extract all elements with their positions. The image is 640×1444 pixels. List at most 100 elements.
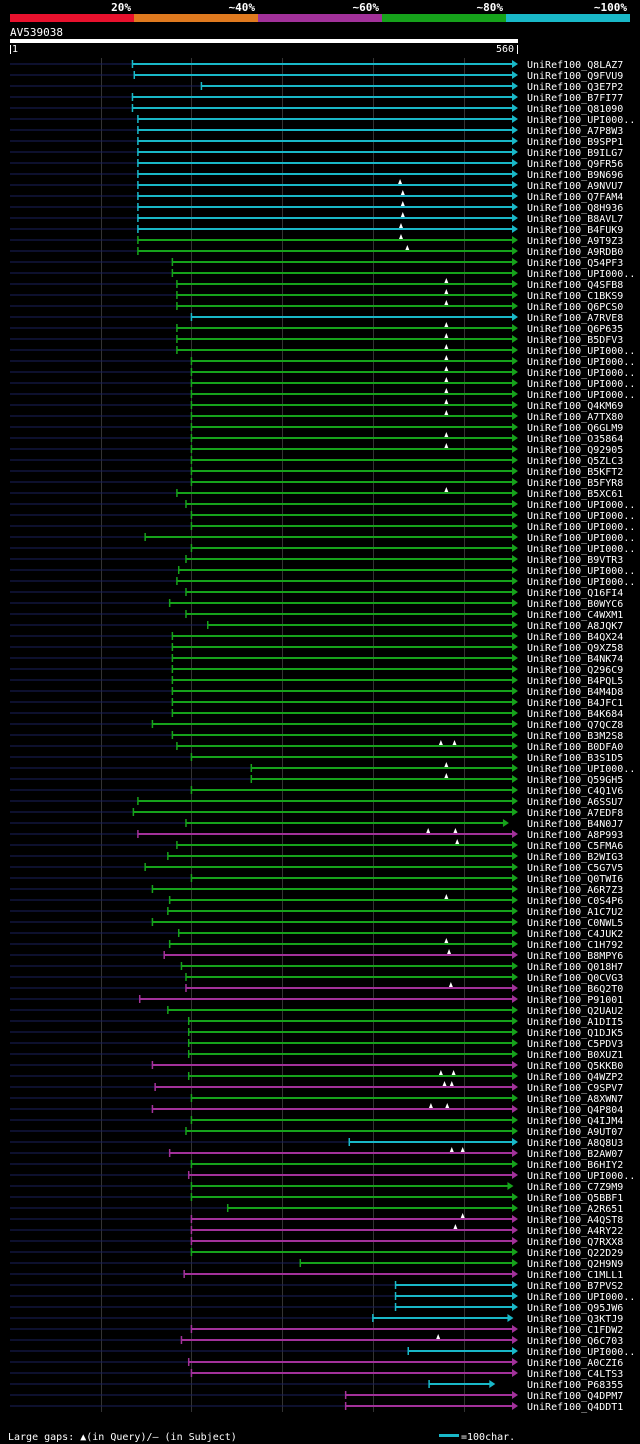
hit-row[interactable]: UniRef100_C7Z9M9: [10, 1182, 623, 1193]
hit-row[interactable]: UniRef100_Q1DJK5: [10, 1028, 623, 1039]
hit-label[interactable]: UniRef100_C4JUK2: [527, 929, 623, 940]
hit-row[interactable]: UniRef100_B5KFT2: [10, 467, 623, 478]
hit-row[interactable]: UniRef100_A1DII5: [10, 1017, 623, 1028]
hit-label[interactable]: UniRef100_UPI000..: [527, 1347, 635, 1358]
hit-row[interactable]: UniRef100_Q296C9: [10, 665, 623, 676]
hit-label[interactable]: UniRef100_C5FMA6: [527, 841, 623, 852]
hit-label[interactable]: UniRef100_B4JFC1: [527, 698, 623, 709]
hit-label[interactable]: UniRef100_Q4DDT1: [527, 1402, 623, 1413]
hit-label[interactable]: UniRef100_P68355: [527, 1380, 623, 1391]
hit-row[interactable]: UniRef100_UPI000..: [10, 544, 635, 555]
hit-label[interactable]: UniRef100_Q5KKB0: [527, 1061, 623, 1072]
hit-label[interactable]: UniRef100_UPI000..: [527, 500, 635, 511]
hit-row[interactable]: UniRef100_C1FDW2: [10, 1325, 623, 1336]
hit-row[interactable]: UniRef100_B9N696: [10, 170, 623, 181]
hit-label[interactable]: UniRef100_Q7RXX8: [527, 1237, 623, 1248]
hit-row[interactable]: UniRef100_A8P993: [10, 828, 623, 841]
hit-row[interactable]: UniRef100_Q6C703: [10, 1334, 623, 1347]
hit-label[interactable]: UniRef100_B4FUK9: [527, 225, 623, 236]
hit-row[interactable]: UniRef100_A4RY22: [10, 1224, 623, 1237]
hit-row[interactable]: UniRef100_B5FYR8: [10, 478, 623, 489]
hit-row[interactable]: UniRef100_C4JUK2: [10, 929, 623, 940]
hit-row[interactable]: UniRef100_A9NVU7: [10, 179, 623, 192]
hit-label[interactable]: UniRef100_Q9XZ58: [527, 643, 623, 654]
hit-row[interactable]: UniRef100_Q5KKB0: [10, 1061, 623, 1072]
hit-label[interactable]: UniRef100_C9SPV7: [527, 1083, 623, 1094]
hit-label[interactable]: UniRef100_UPI000..: [527, 544, 635, 555]
hit-label[interactable]: UniRef100_Q3KTJ9: [527, 1314, 623, 1325]
hit-row[interactable]: UniRef100_Q92905: [10, 443, 623, 456]
hit-row[interactable]: UniRef100_B9ILG7: [10, 148, 623, 159]
hit-row[interactable]: UniRef100_UPI000..: [10, 377, 635, 390]
hit-row[interactable]: UniRef100_B4K684: [10, 709, 623, 720]
hit-row[interactable]: UniRef100_A9T9Z3: [10, 234, 623, 247]
hit-row[interactable]: UniRef100_B7PVS2: [10, 1281, 623, 1292]
hit-row[interactable]: UniRef100_Q95JW6: [10, 1303, 623, 1314]
hit-label[interactable]: UniRef100_B2AW07: [527, 1149, 623, 1160]
hit-row[interactable]: UniRef100_UPI000..: [10, 115, 635, 126]
hit-row[interactable]: UniRef100_B9VTR3: [10, 555, 623, 566]
hit-row[interactable]: UniRef100_A0CZI6: [10, 1358, 623, 1369]
hit-row[interactable]: UniRef100_A9UT07: [10, 1127, 623, 1138]
hit-label[interactable]: UniRef100_B4N0J7: [527, 819, 623, 830]
hit-row[interactable]: UniRef100_B4QX24: [10, 632, 623, 643]
hit-row[interactable]: UniRef100_Q4SFB8: [10, 278, 623, 291]
hit-label[interactable]: UniRef100_B5XC61: [527, 489, 623, 500]
hit-row[interactable]: UniRef100_UPI000..: [10, 566, 635, 577]
hit-label[interactable]: UniRef100_Q4P804: [527, 1105, 623, 1116]
hit-label[interactable]: UniRef100_Q1DJK5: [527, 1028, 623, 1039]
hit-label[interactable]: UniRef100_A8XWN7: [527, 1094, 623, 1105]
hit-label[interactable]: UniRef100_Q4IJM4: [527, 1116, 623, 1127]
hit-row[interactable]: UniRef100_A6R7Z3: [10, 885, 623, 896]
hit-label[interactable]: UniRef100_A9UT07: [527, 1127, 623, 1138]
hit-label[interactable]: UniRef100_Q6C703: [527, 1336, 623, 1347]
hit-row[interactable]: UniRef100_Q8H936: [10, 201, 623, 214]
hit-label[interactable]: UniRef100_A0CZI6: [527, 1358, 623, 1369]
hit-label[interactable]: UniRef100_Q4KM69: [527, 401, 623, 412]
hit-label[interactable]: UniRef100_C1H792: [527, 940, 623, 951]
hit-row[interactable]: UniRef100_B5DFV3: [10, 333, 623, 346]
hit-label[interactable]: UniRef100_UPI000..: [527, 1171, 635, 1182]
hit-label[interactable]: UniRef100_Q5BBF1: [527, 1193, 623, 1204]
hit-label[interactable]: UniRef100_Q2H9N9: [527, 1259, 623, 1270]
hit-label[interactable]: UniRef100_UPI000..: [527, 577, 635, 588]
hit-label[interactable]: UniRef100_A8JQK7: [527, 621, 623, 632]
hit-label[interactable]: UniRef100_B7FI77: [527, 93, 623, 104]
hit-row[interactable]: UniRef100_UPI000..: [10, 1171, 635, 1182]
hit-row[interactable]: UniRef100_B8AVL7: [10, 212, 623, 225]
hit-label[interactable]: UniRef100_C4Q1V6: [527, 786, 623, 797]
hit-label[interactable]: UniRef100_Q5ZLC3: [527, 456, 623, 467]
hit-label[interactable]: UniRef100_C7Z9M9: [527, 1182, 623, 1193]
hit-label[interactable]: UniRef100_UPI000..: [527, 368, 635, 379]
hit-label[interactable]: UniRef100_Q2UAU2: [527, 1006, 623, 1017]
hit-label[interactable]: UniRef100_A9NVU7: [527, 181, 623, 192]
hit-row[interactable]: UniRef100_C9SPV7: [10, 1081, 623, 1094]
hit-label[interactable]: UniRef100_A7EDF8: [527, 808, 623, 819]
hit-row[interactable]: UniRef100_UPI000..: [10, 511, 635, 522]
hit-row[interactable]: UniRef100_A2R651: [10, 1204, 623, 1215]
hit-row[interactable]: UniRef100_B4N0J7: [10, 819, 623, 830]
hit-row[interactable]: UniRef100_Q6GLM9: [10, 423, 623, 434]
hit-label[interactable]: UniRef100_A4RY22: [527, 1226, 623, 1237]
hit-row[interactable]: UniRef100_UPI000..: [10, 269, 635, 280]
hit-label[interactable]: UniRef100_Q6P635: [527, 324, 623, 335]
hit-label[interactable]: UniRef100_B3M2S8: [527, 731, 623, 742]
hit-row[interactable]: UniRef100_Q4KM69: [10, 399, 623, 412]
hit-label[interactable]: UniRef100_A6R7Z3: [527, 885, 623, 896]
hit-row[interactable]: UniRef100_Q6P635: [10, 322, 623, 335]
hit-label[interactable]: UniRef100_Q22D29: [527, 1248, 623, 1259]
hit-row[interactable]: UniRef100_C4LTS3: [10, 1369, 623, 1380]
hit-label[interactable]: UniRef100_C5PDV3: [527, 1039, 623, 1050]
hit-label[interactable]: UniRef100_UPI000..: [527, 764, 635, 775]
hit-row[interactable]: UniRef100_B2AW07: [10, 1147, 623, 1160]
hit-label[interactable]: UniRef100_UPI000..: [527, 1292, 635, 1303]
hit-label[interactable]: UniRef100_Q4SFB8: [527, 280, 623, 291]
hit-row[interactable]: UniRef100_Q22D29: [10, 1248, 623, 1259]
hit-row[interactable]: UniRef100_Q9FVU9: [10, 71, 623, 82]
hit-label[interactable]: UniRef100_B3S1D5: [527, 753, 623, 764]
hit-label[interactable]: UniRef100_Q59GH5: [527, 775, 623, 786]
hit-label[interactable]: UniRef100_Q4DPM7: [527, 1391, 623, 1402]
hit-row[interactable]: UniRef100_UPI000..: [10, 533, 635, 544]
hit-row[interactable]: UniRef100_A8XWN7: [10, 1094, 623, 1105]
hit-label[interactable]: UniRef100_A8P993: [527, 830, 623, 841]
